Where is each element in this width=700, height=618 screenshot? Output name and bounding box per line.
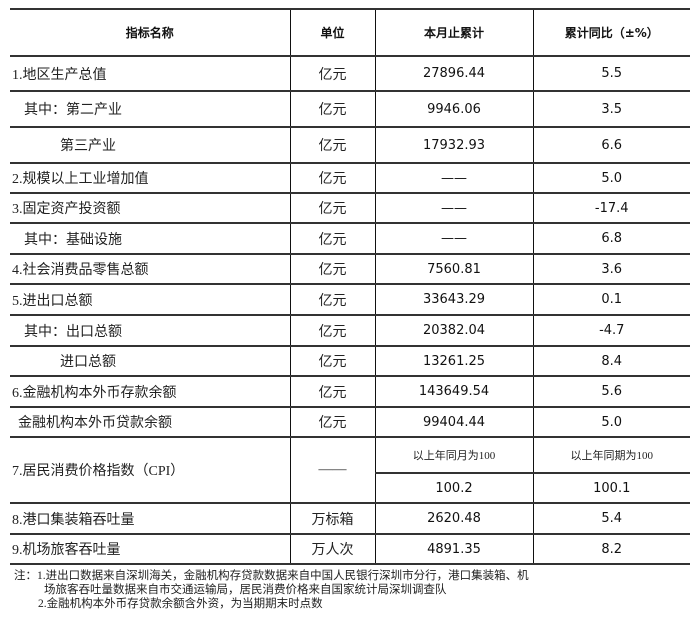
cumulative-value: —— bbox=[374, 222, 534, 255]
table-row: 其中：第二产业 亿元 9946.06 3.5 bbox=[10, 90, 690, 128]
yoy-value: 8.4 bbox=[532, 345, 690, 377]
unit: 亿元 bbox=[289, 375, 376, 408]
indicator-name: 5.进出口总额 bbox=[10, 283, 291, 316]
cumulative-value: 2620.48 bbox=[374, 502, 534, 535]
footnote-line: 注：1.进出口数据来自深圳海关，金融机构存贷款数据来自中国人民银行深圳市分行，港… bbox=[14, 570, 529, 582]
cumulative-value: —— bbox=[374, 192, 534, 224]
indicator-name: 7.居民消费价格指数（CPI） bbox=[10, 436, 291, 504]
unit: 万人次 bbox=[289, 533, 376, 565]
unit: 亿元 bbox=[289, 222, 376, 255]
table-row: 8.港口集装箱吞吐量 万标箱 2620.48 5.4 bbox=[10, 502, 690, 535]
statistics-table: 指标名称 单位 本月止累计 累计同比（±%） 1.地区生产总值 亿元 27896… bbox=[10, 8, 690, 565]
table-row: 3.固定资产投资额 亿元 —— -17.4 bbox=[10, 192, 690, 224]
table-row: 6.金融机构本外币存款余额 亿元 143649.54 5.6 bbox=[10, 375, 690, 408]
table-row: 4.社会消费品零售总额 亿元 7560.81 3.6 bbox=[10, 253, 690, 285]
header-row: 指标名称 单位 本月止累计 累计同比（±%） bbox=[10, 8, 690, 57]
yoy-value: 6.8 bbox=[532, 222, 690, 255]
unit: 万标箱 bbox=[289, 502, 376, 535]
header-yoy: 累计同比（±%） bbox=[532, 8, 690, 57]
cpi-values-row: 100.2 100.1 bbox=[10, 472, 690, 504]
cumulative-value: 17932.93 bbox=[374, 126, 534, 164]
unit: 亿元 bbox=[289, 406, 376, 438]
header-cumulative: 本月止累计 bbox=[374, 8, 534, 57]
cpi-period-value: 100.1 bbox=[532, 472, 690, 504]
yoy-value: 3.6 bbox=[532, 253, 690, 285]
header-unit: 单位 bbox=[289, 8, 376, 57]
yoy-value: 6.6 bbox=[532, 126, 690, 164]
table-row: 2.规模以上工业增加值 亿元 —— 5.0 bbox=[10, 162, 690, 194]
indicator-name: 其中：出口总额 bbox=[10, 314, 291, 347]
table-row: 金融机构本外币贷款余额 亿元 99404.44 5.0 bbox=[10, 406, 690, 438]
yoy-value: -17.4 bbox=[532, 192, 690, 224]
footnotes: 注：1.进出口数据来自深圳海关，金融机构存贷款数据来自中国人民银行深圳市分行，港… bbox=[14, 569, 529, 611]
indicator-name: 其中：第二产业 bbox=[10, 90, 291, 128]
yoy-value: 5.0 bbox=[532, 162, 690, 194]
footnote-line: 场旅客吞吐量数据来自市交通运输局，居民消费价格来自国家统计局深圳调查队 bbox=[44, 584, 447, 596]
indicator-name: 第三产业 bbox=[10, 126, 291, 164]
table-row: 9.机场旅客吞吐量 万人次 4891.35 8.2 bbox=[10, 533, 690, 565]
unit: 亿元 bbox=[289, 253, 376, 285]
cumulative-value: 7560.81 bbox=[374, 253, 534, 285]
unit: 亿元 bbox=[289, 55, 376, 92]
unit: 亿元 bbox=[289, 345, 376, 377]
unit: 亿元 bbox=[289, 192, 376, 224]
indicator-name: 1.地区生产总值 bbox=[10, 55, 291, 92]
table-row: 5.进出口总额 亿元 33643.29 0.1 bbox=[10, 283, 690, 316]
cumulative-value: 4891.35 bbox=[374, 533, 534, 565]
indicator-name: 进口总额 bbox=[10, 345, 291, 377]
header-name: 指标名称 bbox=[10, 8, 291, 57]
unit: 亿元 bbox=[289, 283, 376, 316]
unit: 亿元 bbox=[289, 90, 376, 128]
cpi-month-value: 100.2 bbox=[375, 472, 534, 504]
cumulative-value: 20382.04 bbox=[374, 314, 534, 347]
yoy-value: 5.5 bbox=[532, 55, 690, 92]
cpi-month-basis-label: 以上年同月为100 bbox=[374, 436, 534, 474]
table-row: 第三产业 亿元 17932.93 6.6 bbox=[10, 126, 690, 164]
yoy-value: 8.2 bbox=[532, 533, 690, 565]
indicator-name: 金融机构本外币贷款余额 bbox=[10, 406, 291, 438]
unit: 亿元 bbox=[289, 126, 376, 164]
indicator-name: 3.固定资产投资额 bbox=[10, 192, 291, 224]
cumulative-value: 9946.06 bbox=[374, 90, 534, 128]
table-row: 进口总额 亿元 13261.25 8.4 bbox=[10, 345, 690, 377]
unit: 亿元 bbox=[289, 314, 376, 347]
indicator-name: 9.机场旅客吞吐量 bbox=[10, 533, 291, 565]
cumulative-value: 99404.44 bbox=[374, 406, 534, 438]
indicator-name: 8.港口集装箱吞吐量 bbox=[10, 502, 291, 535]
yoy-value: 5.4 bbox=[532, 502, 690, 535]
table-row: 其中：基础设施 亿元 —— 6.8 bbox=[10, 222, 690, 255]
indicator-name: 其中：基础设施 bbox=[10, 222, 291, 255]
unit: —— bbox=[289, 436, 376, 504]
cumulative-value: 33643.29 bbox=[374, 283, 534, 316]
yoy-value: 5.6 bbox=[532, 375, 690, 408]
footnote-line: 2.金融机构本外币存贷款余额含外资，为当期期末时点数 bbox=[38, 598, 323, 610]
cumulative-value: —— bbox=[374, 162, 534, 194]
indicator-name: 4.社会消费品零售总额 bbox=[10, 253, 291, 285]
unit: 亿元 bbox=[289, 162, 376, 194]
yoy-value: 5.0 bbox=[532, 406, 690, 438]
cpi-row: 7.居民消费价格指数（CPI） —— 以上年同月为100 以上年同期为100 bbox=[10, 436, 690, 504]
indicator-name: 6.金融机构本外币存款余额 bbox=[10, 375, 291, 408]
table-row: 其中：出口总额 亿元 20382.04 -4.7 bbox=[10, 314, 690, 347]
table-row: 1.地区生产总值 亿元 27896.44 5.5 bbox=[10, 55, 690, 92]
yoy-value: 0.1 bbox=[532, 283, 690, 316]
indicator-name: 2.规模以上工业增加值 bbox=[10, 162, 291, 194]
cumulative-value: 27896.44 bbox=[374, 55, 534, 92]
yoy-value: -4.7 bbox=[532, 314, 690, 347]
cumulative-value: 143649.54 bbox=[374, 375, 534, 408]
cumulative-value: 13261.25 bbox=[374, 345, 534, 377]
yoy-value: 3.5 bbox=[532, 90, 690, 128]
cpi-period-basis-label: 以上年同期为100 bbox=[532, 436, 690, 474]
